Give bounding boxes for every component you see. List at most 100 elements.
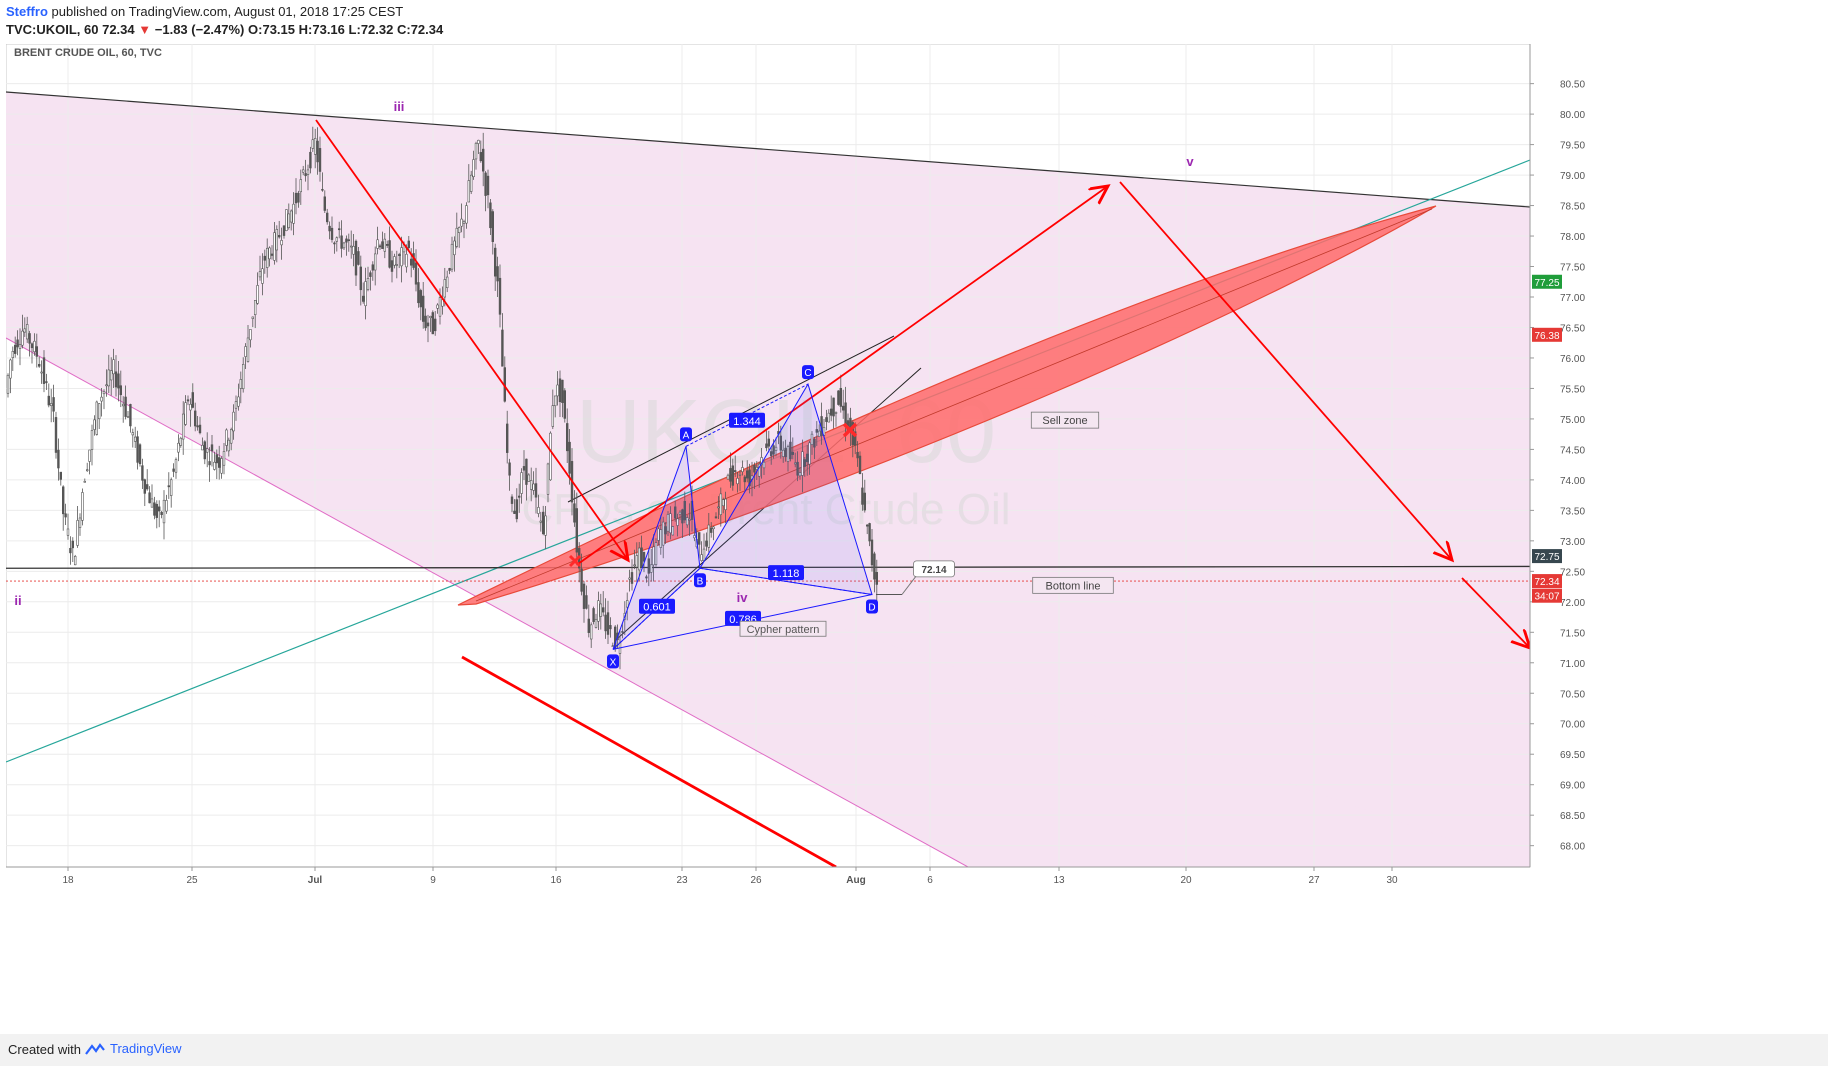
candle-body xyxy=(841,405,845,411)
ratio-badge xyxy=(639,598,675,614)
candle-body xyxy=(621,631,624,633)
candle xyxy=(61,485,65,531)
candle xyxy=(299,169,302,205)
candle xyxy=(714,512,718,519)
candle xyxy=(765,430,768,452)
candle-body xyxy=(333,242,336,245)
candle xyxy=(789,425,792,462)
candle-body xyxy=(733,470,737,472)
candle xyxy=(784,439,787,462)
candle xyxy=(57,438,60,481)
candle-body xyxy=(249,329,252,341)
candle xyxy=(697,532,701,559)
candle xyxy=(563,388,567,423)
author-name[interactable]: Steffro xyxy=(6,4,48,19)
candle xyxy=(21,314,24,349)
candle xyxy=(83,478,87,483)
candle-body xyxy=(661,521,665,546)
price-axis[interactable]: 68.00 68.50 69.00 69.50 70.00 70.50 71.00 71.50… xyxy=(1529,44,1585,867)
candle-body xyxy=(832,397,835,417)
candle xyxy=(719,487,723,527)
candle-body xyxy=(210,444,214,452)
candle-body xyxy=(702,548,706,561)
price-tick-label: 80.50 xyxy=(1560,80,1585,91)
candle-body xyxy=(388,240,391,268)
price-tick-label: 72.00 xyxy=(1560,598,1585,609)
price-chart[interactable]: UKOIL, 60 CFDs on Brent Crude Oil XABCD0… xyxy=(5,43,1822,1034)
candle-body xyxy=(537,507,540,514)
candle xyxy=(649,548,653,582)
time-tick-label: 26 xyxy=(750,875,762,886)
candle-body xyxy=(206,448,209,453)
candle xyxy=(407,235,410,251)
candle-body xyxy=(119,385,123,396)
candle-body xyxy=(213,461,216,470)
candle-body xyxy=(33,340,36,353)
candle-body xyxy=(421,295,425,322)
candle-body xyxy=(114,371,118,388)
candle xyxy=(712,525,715,541)
candle xyxy=(196,416,199,431)
pattern-point-badge xyxy=(866,599,878,614)
candle xyxy=(90,424,94,466)
candle-body xyxy=(585,595,588,609)
candle xyxy=(443,267,446,307)
down-triangle-icon: ▼ xyxy=(138,22,152,37)
pink-zone-channel xyxy=(6,338,1530,867)
candle-body xyxy=(289,210,293,223)
candle xyxy=(239,371,242,404)
candle-body xyxy=(357,251,360,265)
candle xyxy=(513,499,516,514)
candle xyxy=(37,356,41,368)
time-tick-label: 27 xyxy=(1308,875,1320,886)
candle xyxy=(861,473,864,511)
candle xyxy=(45,373,48,390)
candle xyxy=(124,385,127,420)
candle-body xyxy=(527,474,531,482)
candle xyxy=(829,395,833,422)
tradingview-link[interactable]: TradingView xyxy=(85,1041,182,1056)
price-tick-label: 80.00 xyxy=(1560,110,1585,121)
candle xyxy=(337,221,341,239)
candle-body xyxy=(414,262,418,285)
candle xyxy=(767,430,771,453)
candle xyxy=(189,398,192,427)
candle-body xyxy=(237,396,240,407)
candle-body xyxy=(467,180,470,203)
candle-body xyxy=(150,498,154,508)
candle xyxy=(546,462,550,503)
pattern-point-label: D xyxy=(868,602,875,613)
candle-body xyxy=(678,511,682,515)
candle-body xyxy=(251,316,254,319)
candle-body xyxy=(14,344,17,354)
candle xyxy=(582,581,586,623)
candle-body xyxy=(318,148,322,172)
annotation-box-label: Bottom line xyxy=(1045,580,1100,592)
candle xyxy=(191,383,194,409)
candle xyxy=(227,437,230,457)
candle xyxy=(661,516,665,559)
candle-body xyxy=(71,540,75,549)
candle xyxy=(717,496,720,520)
candle xyxy=(481,132,485,187)
candle-body xyxy=(709,527,713,533)
price-tick-label: 76.50 xyxy=(1560,323,1585,334)
time-axis[interactable]: 18 25 Jul 9 16 23 26 Aug 6 13 20 27 30 xyxy=(6,866,1530,886)
candle-body xyxy=(472,159,475,177)
candle-body xyxy=(61,486,65,515)
price-tick-label: 73.00 xyxy=(1560,537,1585,548)
candle xyxy=(131,428,135,448)
candle-body xyxy=(534,483,538,498)
candle-body xyxy=(261,268,264,284)
candle xyxy=(815,421,819,446)
candle xyxy=(383,233,386,259)
candle xyxy=(9,358,12,394)
candle-body xyxy=(49,403,53,407)
candle-body xyxy=(155,503,158,518)
candle xyxy=(100,387,103,417)
candle xyxy=(652,534,655,582)
candle xyxy=(117,360,120,402)
candle-body xyxy=(40,371,43,374)
wave-label: iv xyxy=(737,590,749,605)
